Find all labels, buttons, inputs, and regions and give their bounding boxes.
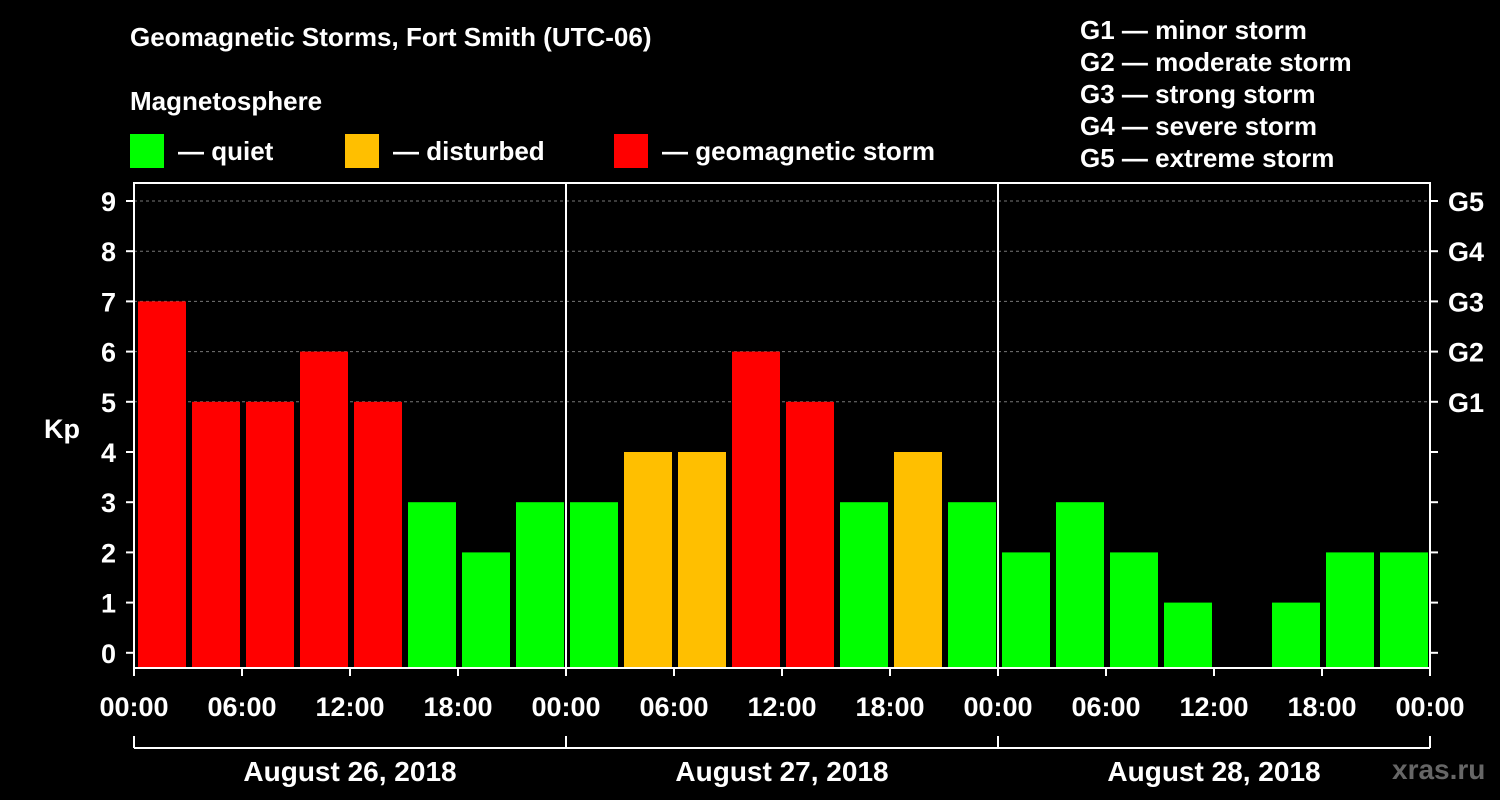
x-tick-label-10: 12:00 [1179, 692, 1248, 722]
bar-10 [678, 452, 726, 668]
bar-2 [246, 401, 294, 668]
y-axis-label: Kp [44, 414, 80, 444]
bar-7 [516, 502, 564, 668]
y-tick-label-5: 5 [101, 388, 116, 418]
chart-title: Geomagnetic Storms, Fort Smith (UTC-06) [130, 22, 652, 52]
legend-label-quiet: — quiet [178, 135, 274, 166]
bar-13 [840, 502, 888, 668]
bar-21 [1272, 602, 1320, 668]
x-tick-label-5: 06:00 [639, 692, 708, 722]
day-label-0: August 26, 2018 [243, 756, 456, 787]
bar-14 [894, 452, 942, 668]
bar-5 [408, 502, 456, 668]
storm-scale-g2: G2 — moderate storm [1080, 47, 1352, 77]
bar-6 [462, 552, 510, 668]
bar-22 [1326, 552, 1374, 668]
y-tick-label-2: 2 [101, 538, 116, 568]
g-label-g4: G4 [1448, 237, 1484, 267]
y-tick-label-7: 7 [101, 287, 116, 317]
bar-19 [1164, 602, 1212, 668]
g-label-g1: G1 [1448, 388, 1484, 418]
x-tick-label-4: 00:00 [531, 692, 600, 722]
bar-4 [354, 401, 402, 668]
x-tick-label-9: 06:00 [1071, 692, 1140, 722]
storm-scale-g5: G5 — extreme storm [1080, 143, 1335, 173]
storm-scale-g1: G1 — minor storm [1080, 15, 1307, 45]
y-tick-label-0: 0 [101, 639, 116, 669]
y-tick-label-9: 9 [101, 187, 116, 217]
x-tick-label-2: 12:00 [315, 692, 384, 722]
legend-label-disturbed: — disturbed [393, 135, 545, 166]
y-tick-label-8: 8 [101, 237, 116, 267]
bar-1 [192, 401, 240, 668]
y-tick-label-3: 3 [101, 488, 116, 518]
bar-18 [1110, 552, 1158, 668]
x-tick-label-11: 18:00 [1287, 692, 1356, 722]
bar-17 [1056, 502, 1104, 668]
legend-swatch-quiet [130, 134, 164, 168]
legend-swatch-disturbed [345, 134, 379, 168]
x-tick-label-0: 00:00 [99, 692, 168, 722]
day-label-1: August 27, 2018 [675, 756, 888, 787]
legend-label-storm: — geomagnetic storm [662, 135, 936, 166]
bar-12 [786, 401, 834, 668]
legend-item-quiet: — quiet [130, 134, 273, 168]
legend-heading: Magnetosphere [130, 86, 323, 116]
bar-9 [624, 452, 672, 668]
x-tick-label-7: 18:00 [855, 692, 924, 722]
g-label-g5: G5 [1448, 187, 1484, 217]
g-label-g3: G3 [1448, 287, 1484, 317]
storm-scale-g4: G4 — severe storm [1080, 111, 1318, 141]
day-label-2: August 28, 2018 [1107, 756, 1320, 787]
storm-scale-g3: G3 — strong storm [1080, 79, 1316, 109]
bar-8 [570, 502, 618, 668]
bar-11 [732, 351, 780, 668]
g-label-g2: G2 [1448, 338, 1484, 368]
bar-3 [300, 351, 348, 668]
legend-swatch-storm [614, 134, 648, 168]
legend-item-storm: — geomagnetic storm [614, 134, 935, 168]
y-tick-label-4: 4 [101, 438, 116, 468]
x-tick-label-1: 06:00 [207, 692, 276, 722]
x-tick-label-3: 18:00 [423, 692, 492, 722]
bar-23 [1380, 552, 1428, 668]
x-tick-label-12: 00:00 [1395, 692, 1464, 722]
y-tick-label-1: 1 [101, 589, 116, 619]
x-tick-label-8: 00:00 [963, 692, 1032, 722]
storm-scale-list: G1 — minor storm G2 — moderate storm G3 … [1080, 14, 1352, 174]
y-tick-label-6: 6 [101, 338, 116, 368]
bar-16 [1002, 552, 1050, 668]
legend-item-disturbed: — disturbed [345, 134, 545, 168]
x-tick-label-6: 12:00 [747, 692, 816, 722]
watermark: xras.ru [1392, 754, 1486, 785]
bar-0 [138, 301, 186, 668]
bar-15 [948, 502, 996, 668]
